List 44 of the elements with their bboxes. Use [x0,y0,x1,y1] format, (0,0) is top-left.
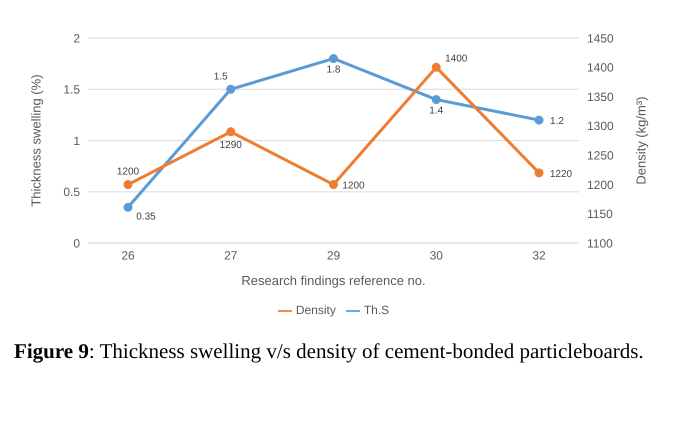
point [534,116,544,125]
caption: Figure 9: Thickness swelling v/s density of cement-bonded particleboards. [13,338,645,365]
y2-tick-label: 1100 [587,236,614,250]
point [432,95,441,104]
data-label: 1400 [445,53,468,64]
point [124,202,132,212]
x-tick-label: 29 [326,248,340,263]
point [329,54,338,64]
point [226,127,236,136]
x-tick-label: 30 [430,248,444,263]
y-tick-label: 1 [73,134,80,148]
point [329,180,338,190]
data-label: 1200 [342,180,366,192]
y-tick-label: 0 [73,236,80,250]
y-tick-label: 0.5 [63,185,80,200]
data-label: 1290 [220,140,242,151]
y2-tick-label: 1250 [587,148,614,162]
data-label: 1200 [116,166,140,178]
x-axis-title: Research findings reference no. [241,273,426,288]
data-label: 1.4 [429,106,444,117]
y2-tick-label: 1350 [587,90,614,104]
y-tick-label: 2 [73,31,80,46]
point [432,62,441,72]
y-axis-title: Thickness swelling (%) [28,74,44,207]
x-tick-label: 32 [532,248,546,263]
data-label: 1.2 [550,116,564,128]
legend-label: Th.S [364,303,390,318]
y2-axis-title: Density (kg/m³) [634,96,649,185]
x-tick-label: 26 [121,248,135,263]
point [124,180,132,190]
data-label: 1.8 [326,64,341,76]
legend-label: Density [296,303,336,318]
y2-tick-label: 1150 [587,207,614,222]
y-tick-label: 1.5 [63,82,80,97]
y2-tick-label: 1400 [587,60,614,75]
point [534,168,544,178]
data-label: 0.35 [136,211,156,222]
x-tick-label: 27 [224,248,238,263]
y2-tick-label: 1300 [587,119,614,134]
point [226,84,236,94]
y2-tick-label: 1200 [587,178,614,192]
y2-tick-label: 1450 [587,31,614,46]
data-label: 1.5 [214,71,228,82]
data-label: 1220 [550,168,573,180]
